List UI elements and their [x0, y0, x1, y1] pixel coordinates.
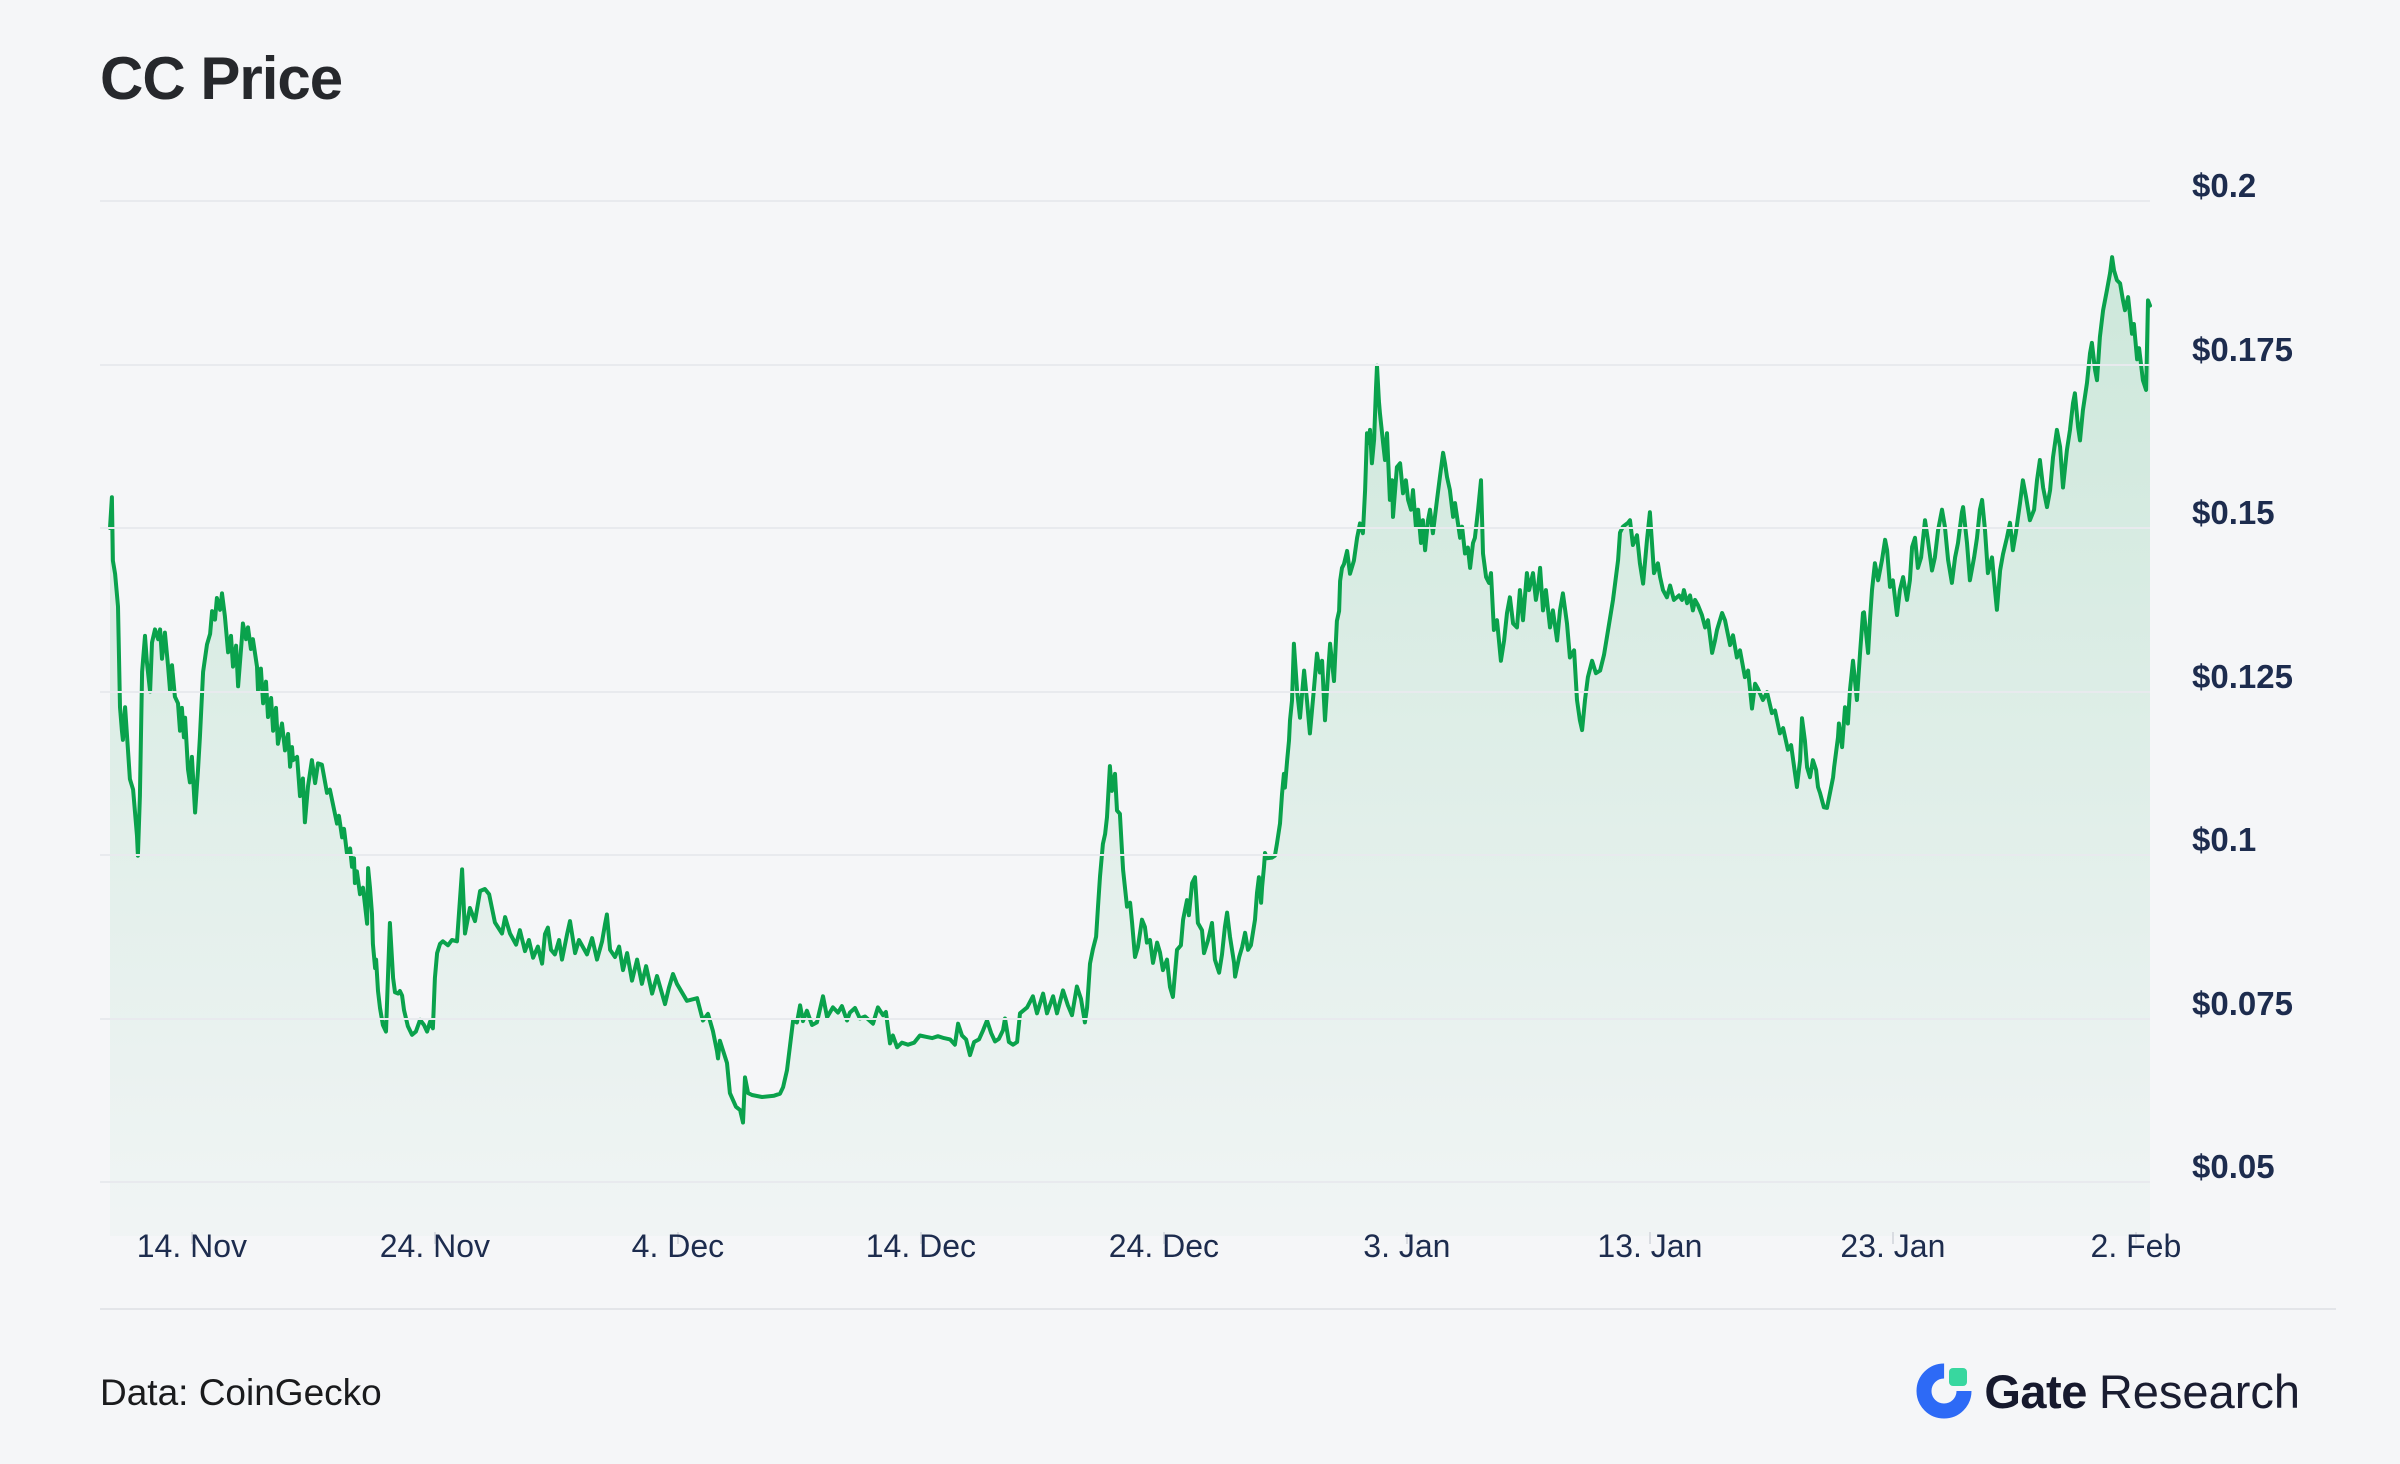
gridline-$0.1: [100, 854, 2150, 856]
x-axis-tick-14. Nov: [190, 1232, 193, 1244]
x-axis-tick-3. Jan: [1405, 1232, 1408, 1244]
y-axis-label-$0.125: $0.125: [2192, 657, 2293, 695]
x-axis-label-2. Feb: 2. Feb: [2090, 1228, 2182, 1264]
gridline-$0.2: [100, 200, 2150, 202]
data-source-label: Data: CoinGecko: [100, 1372, 382, 1413]
x-axis-tick-24. Dec: [1162, 1232, 1165, 1244]
x-axis-tick-2. Feb: [2134, 1232, 2137, 1244]
y-axis-label-$0.05: $0.05: [2192, 1148, 2275, 1185]
price-area-fill: [110, 257, 2150, 1236]
brand-name-research: Research: [2098, 1364, 2300, 1418]
x-axis-label-24. Dec: 24. Dec: [1108, 1228, 1220, 1264]
y-axis-label-$0.2: $0.2: [2192, 167, 2257, 204]
y-axis-label-$0.15: $0.15: [2192, 494, 2275, 531]
footer-divider: [100, 1308, 2336, 1310]
x-axis-tick-4. Dec: [676, 1232, 679, 1244]
brand-name-gate: Gate: [1984, 1364, 2087, 1418]
x-axis-label-14. Dec: 14. Dec: [865, 1228, 977, 1264]
x-axis-label-14. Nov: 14. Nov: [136, 1228, 248, 1264]
x-axis-tick-14. Dec: [919, 1232, 922, 1244]
x-axis-tick-24. Nov: [433, 1232, 436, 1244]
gridline-$0.175: [100, 363, 2150, 366]
gate-logo-icon: [1916, 1363, 1972, 1419]
gate-research-logo: Gate Research: [1916, 1362, 2300, 1420]
chart-title: CC Price: [100, 45, 343, 112]
x-axis-label-4. Dec: 4. Dec: [631, 1228, 725, 1264]
gridline-$0.075: [100, 1017, 2150, 1020]
gridline-$0.15: [100, 527, 2150, 529]
gate-logo-square: [1949, 1368, 1968, 1386]
gridline-$0.05: [100, 1181, 2150, 1183]
y-axis-label-$0.075: $0.075: [2192, 984, 2293, 1022]
x-axis-tick-13. Jan: [1648, 1232, 1651, 1244]
price-line: [108, 255, 2152, 1125]
gridline-$0.125: [100, 690, 2150, 693]
y-axis-label-$0.175: $0.175: [2192, 330, 2293, 368]
x-axis-label-24. Nov: 24. Nov: [379, 1228, 491, 1264]
x-axis-label-23. Jan: 23. Jan: [1840, 1228, 1946, 1264]
y-axis-label-$0.1: $0.1: [2192, 821, 2257, 858]
x-axis-label-13. Jan: 13. Jan: [1597, 1228, 1703, 1264]
x-axis-tick-23. Jan: [1891, 1232, 1894, 1244]
x-axis-label-3. Jan: 3. Jan: [1363, 1228, 1451, 1264]
